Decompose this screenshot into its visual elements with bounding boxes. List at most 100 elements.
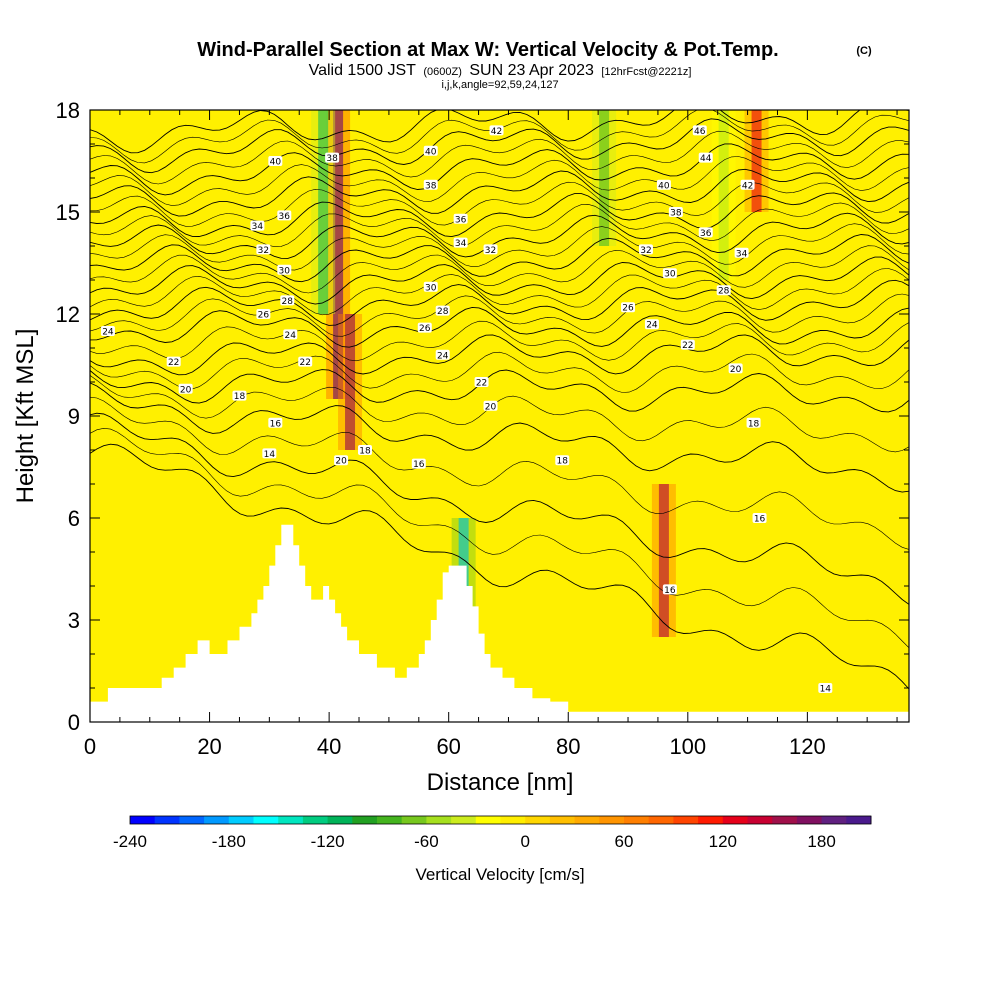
svg-text:16: 16 — [270, 419, 282, 429]
contour-label: 28 — [280, 295, 295, 307]
isentrope-16 — [90, 412, 909, 605]
contour-label: 18 — [746, 417, 761, 429]
svg-text:26: 26 — [419, 324, 431, 334]
svg-text:38: 38 — [425, 181, 437, 191]
colorbar-tick-label: 60 — [615, 832, 634, 851]
svg-text:40: 40 — [658, 181, 670, 191]
isentrope-minor — [90, 427, 909, 649]
isentrope-contours — [90, 110, 909, 690]
isentrope-minor — [90, 130, 909, 185]
colorbar-label: Vertical Velocity [cm/s] — [415, 865, 584, 884]
colorbar-swatch — [451, 816, 477, 824]
svg-text:20: 20 — [485, 402, 497, 412]
contour-label: 40 — [423, 145, 438, 157]
colorbar-swatch — [821, 816, 847, 824]
svg-text:20: 20 — [180, 385, 192, 395]
downdraft-band — [318, 110, 329, 314]
svg-text:34: 34 — [455, 239, 467, 249]
isentrope-28 — [90, 256, 909, 305]
isentrope-42 — [90, 110, 909, 154]
contour-label: 42 — [740, 179, 755, 191]
contour-label: 28 — [716, 285, 731, 297]
isentrope-minor — [90, 245, 909, 294]
contour-label: 26 — [417, 322, 432, 334]
contour-label: 24 — [283, 329, 298, 341]
contour-label: 22 — [166, 356, 181, 368]
velocity-halo — [651, 484, 676, 637]
section-params: i,j,k,angle=92,59,24,127 — [441, 79, 558, 91]
isentrope-34 — [90, 192, 909, 238]
colorbar-tick-label: -120 — [311, 832, 345, 851]
isentrope-minor — [90, 181, 909, 227]
colorbar-swatch — [549, 816, 576, 824]
svg-text:16: 16 — [413, 460, 425, 470]
svg-text:30: 30 — [425, 283, 437, 293]
colorbar-swatch — [846, 816, 872, 824]
velocity-halo — [338, 314, 363, 450]
contour-label: 18 — [232, 390, 247, 402]
colorbar-tick-label: 0 — [520, 832, 529, 851]
colorbar-swatch — [302, 816, 329, 824]
isentrope-26 — [90, 279, 909, 326]
isentrope-minor — [90, 293, 909, 337]
svg-text:32: 32 — [258, 246, 269, 256]
contour-label: 28 — [435, 305, 450, 317]
colorbar-swatch — [130, 816, 156, 824]
isentrope-30 — [90, 234, 909, 283]
x-axis-label: Distance [nm] — [427, 769, 574, 796]
isentrope-20 — [90, 369, 909, 413]
colorbar-swatch — [401, 816, 427, 824]
y-tick-label: 12 — [56, 302, 80, 327]
contour-label: 22 — [298, 356, 313, 368]
colorbar-swatch — [154, 816, 180, 824]
svg-text:42: 42 — [491, 127, 502, 137]
contour-label: 22 — [474, 377, 489, 389]
x-tick-label: 120 — [789, 734, 826, 759]
contour-label: 44 — [698, 152, 713, 164]
colorbar-swatch — [772, 816, 798, 824]
colorbar-swatch — [624, 816, 650, 824]
contour-label: 32 — [256, 244, 271, 256]
x-tick-label: 20 — [197, 734, 221, 759]
svg-text:14: 14 — [264, 450, 276, 460]
contour-label: 38 — [423, 179, 438, 191]
svg-text:24: 24 — [102, 328, 114, 338]
svg-text:30: 30 — [664, 270, 676, 280]
colorbar-swatch — [722, 816, 748, 824]
contour-label: 16 — [752, 513, 767, 525]
isentrope-minor — [90, 320, 909, 362]
svg-text:36: 36 — [700, 229, 712, 239]
svg-text:20: 20 — [730, 365, 742, 375]
svg-text:24: 24 — [285, 331, 297, 341]
colorbar-swatch — [352, 816, 378, 824]
colorbar-swatch — [327, 816, 353, 824]
isentrope-18 — [90, 382, 909, 493]
svg-text:22: 22 — [682, 341, 693, 351]
svg-text:22: 22 — [168, 358, 179, 368]
isentrope-22 — [90, 334, 909, 376]
colorbar-swatch — [426, 816, 452, 824]
svg-text:18: 18 — [234, 392, 246, 402]
svg-text:38: 38 — [670, 209, 682, 219]
colorbar-tick-label: -240 — [113, 832, 147, 851]
valid-time: Valid 1500 JST — [309, 62, 417, 79]
valid-date: SUN 23 Apr 2023 — [469, 62, 594, 79]
colorbar-swatch — [648, 816, 674, 824]
svg-text:30: 30 — [279, 266, 291, 276]
colorbar: -240 -180 -120 -60 0 60 120 180 — [113, 815, 872, 851]
x-axis: 0 20 40 60 80 100 120 — [84, 110, 898, 759]
velocity-halo — [744, 110, 769, 212]
isentrope-minor — [90, 156, 909, 206]
svg-text:34: 34 — [736, 249, 748, 259]
contour-label: 16 — [268, 417, 283, 429]
colorbar-swatch — [253, 816, 279, 824]
x-tick-label: 80 — [556, 734, 580, 759]
velocity-halo — [711, 110, 736, 280]
svg-text:26: 26 — [622, 304, 634, 314]
contour-label: 42 — [489, 125, 504, 137]
svg-text:38: 38 — [326, 154, 338, 164]
isentrope-36 — [90, 168, 909, 217]
plot-area: 24 22 20 18 16 14 40 36 34 32 30 28 26 24 22 38 20 18 16 40… — [90, 110, 909, 722]
